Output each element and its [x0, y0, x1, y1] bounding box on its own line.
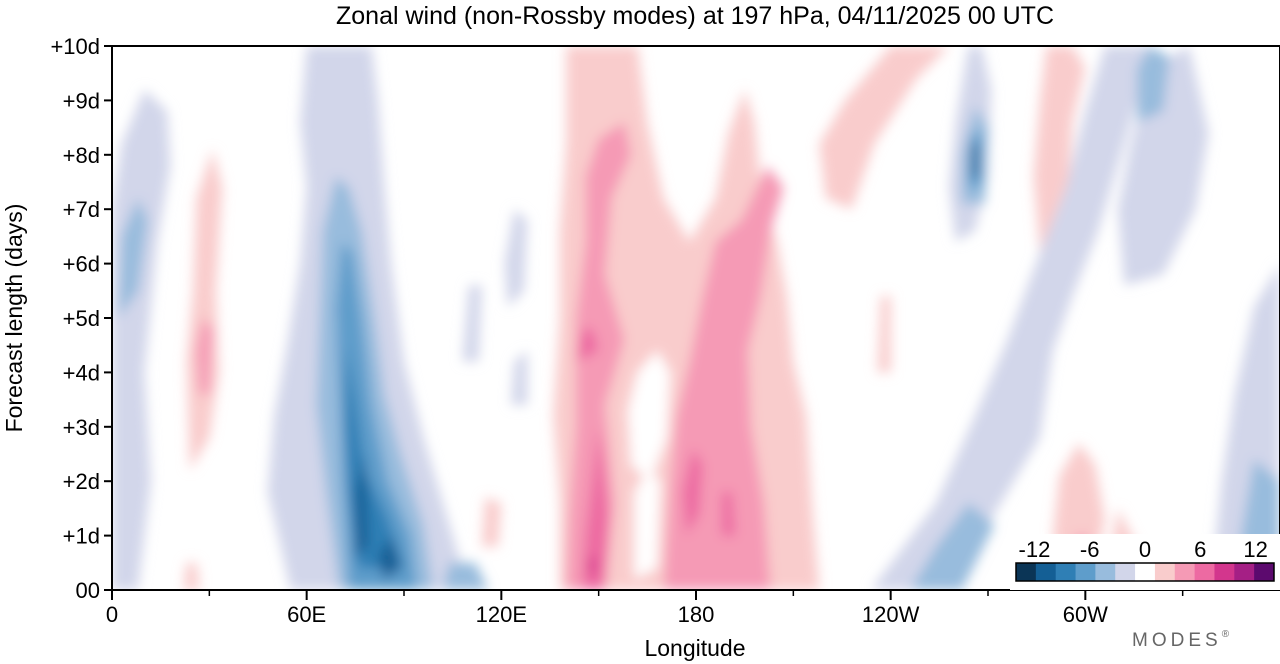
contour-region-0: [112, 89, 171, 590]
colorbar-swatch-1: [1035, 563, 1057, 581]
colorbar-swatch-4: [1095, 563, 1116, 581]
colorbar-label-2: 0: [1139, 537, 1151, 562]
colorbar-label-3: 6: [1194, 537, 1206, 562]
x-tick-label-0: 0: [106, 602, 118, 627]
contour-region-36: [871, 46, 1151, 590]
contour-region-4: [183, 562, 200, 590]
contour-region-16: [576, 328, 599, 362]
contour-region-3: [196, 318, 213, 395]
y-tick-label-5: +5d: [63, 306, 100, 331]
y-tick-label-8: +8d: [63, 143, 100, 168]
brand-mark: ®: [1222, 629, 1233, 640]
contour-region-9: [355, 454, 369, 558]
contour-fills: [112, 46, 1280, 590]
brand-logo: MODES®: [1132, 629, 1233, 651]
colorbar-frame: [1015, 562, 1275, 582]
contour-region-27: [877, 296, 891, 373]
contour-region-13: [566, 122, 632, 590]
colorbar-swatch-11: [1234, 563, 1255, 581]
colorbar-legend: -12 -6 0 6 12: [1010, 534, 1280, 590]
x-tick-label-2: 120E: [476, 602, 527, 627]
contour-region-1: [118, 198, 148, 318]
contour-region-10: [378, 535, 401, 580]
colorbar-swatch-2: [1055, 563, 1077, 581]
colorbar-swatch-8: [1174, 563, 1196, 581]
y-axis-title: Forecast length (days): [1, 204, 27, 433]
colorbar-label-0: -12: [1019, 537, 1051, 562]
contour-layer: [112, 46, 1280, 590]
x-tick-label-4: 120W: [862, 602, 920, 627]
contour-region-37: [910, 503, 995, 590]
y-tick-label-2: +2d: [63, 469, 100, 494]
y-tick-label-6: +6d: [63, 252, 100, 277]
y-tick-label-0: 00: [76, 578, 100, 603]
colorbar-label-1: -6: [1080, 537, 1100, 562]
contour-region-25: [481, 497, 502, 547]
contour-region-20: [627, 350, 670, 482]
colorbar-swatch-9: [1194, 563, 1215, 581]
contour-region-22: [504, 209, 528, 308]
contour-region-32: [1033, 46, 1086, 253]
colorbar-swatch-12: [1254, 563, 1275, 581]
x-tick-label-5: 60W: [1063, 602, 1108, 627]
colorbar-swatch-5: [1115, 563, 1136, 581]
contour-region-31: [971, 143, 979, 177]
colorbar-swatch-3: [1075, 563, 1096, 581]
colorbar-swatch-10: [1214, 563, 1235, 581]
brand-name: MODES: [1132, 630, 1222, 651]
colorbar-swatch-6: [1135, 563, 1156, 581]
x-axis: 0 60E 120E 180 120W 60W: [106, 590, 1184, 627]
colorbar-swatch-0: [1016, 563, 1037, 581]
y-tick-label-10: +10d: [50, 34, 100, 59]
chart-title: Zonal wind (non-Rossby modes) at 197 hPa…: [336, 2, 1054, 30]
contour-region-2: [186, 149, 223, 471]
colorbar-label-4: 12: [1243, 537, 1267, 562]
y-axis: 00 +1d +2d +3d +4d +5d +6d +7d +8d +9d +10d: [50, 34, 112, 603]
plot-area: [112, 46, 1280, 590]
x-tick-label-3: 180: [678, 602, 715, 627]
contour-region-11: [442, 562, 489, 590]
x-tick-label-1: 60E: [287, 602, 326, 627]
contour-region-23: [511, 350, 528, 405]
contour-region-17: [683, 448, 703, 536]
contour-region-39: [1137, 46, 1170, 123]
y-tick-label-1: +1d: [63, 524, 100, 549]
colorbar-swatch-7: [1154, 563, 1176, 581]
contour-region-21: [634, 470, 661, 580]
x-axis-title: Longitude: [644, 635, 745, 661]
contour-region-15: [582, 426, 609, 590]
contour-region-19: [588, 557, 596, 574]
y-tick-label-7: +7d: [63, 197, 100, 222]
y-tick-label-3: +3d: [63, 415, 100, 440]
contour-region-24: [462, 285, 482, 362]
contour-region-18: [722, 492, 735, 536]
y-tick-label-4: +4d: [63, 360, 100, 385]
y-tick-label-9: +9d: [63, 88, 100, 113]
contour-region-26: [819, 46, 950, 210]
